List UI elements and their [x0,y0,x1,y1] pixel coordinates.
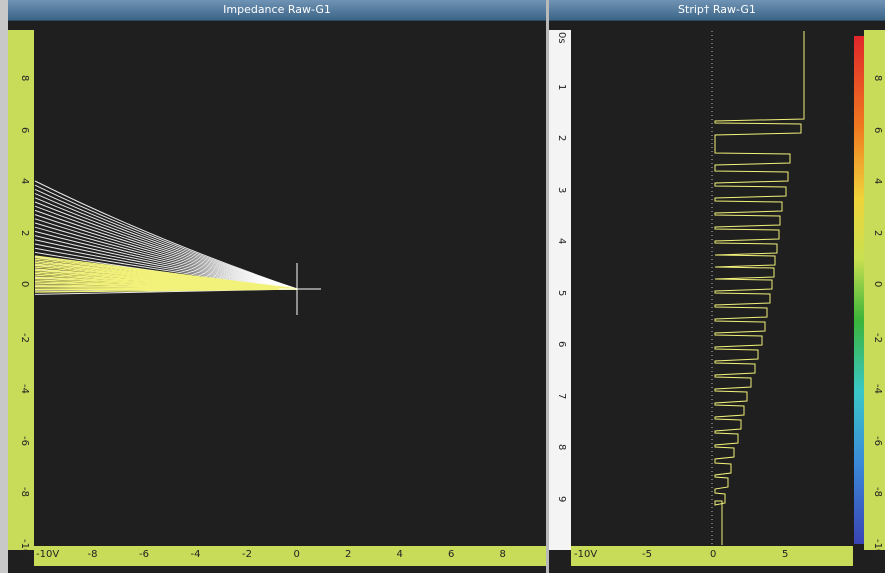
impedance-x-tick-label: -8 [87,549,98,560]
strip-time-tick-label: 8 [556,444,567,451]
impedance-y-tick-label: -4 [19,384,30,394]
impedance-x-tick-label: 6 [448,549,455,560]
impedance-x-tick-label: -2 [242,549,252,560]
strip-time-ruler [549,30,571,550]
impedance-y-tick-label: -2 [19,332,30,343]
impedance-y-tick-label: -6 [19,435,30,446]
color-scale-tick-label: 2 [872,229,883,236]
impedance-y-ruler [8,30,34,550]
impedance-x-ruler [34,546,546,566]
impedance-x-tick-label: -6 [139,549,149,560]
color-scale-tick-label: 6 [872,126,883,133]
strip-trace [714,31,805,545]
strip-x-tick-label: -5 [642,549,652,560]
strip-title: Strip† Raw-G1 [549,0,885,21]
strip-time-tick-label: 6 [556,341,567,348]
color-scale-tick-label: 4 [872,178,883,185]
strip-plot[interactable] [572,31,854,545]
impedance-y-tick-label: 8 [19,75,30,82]
impedance-x-tick-label: 4 [396,549,403,560]
color-scale-tick-label: -2 [872,332,883,343]
color-scale-tick-label: -8 [872,487,883,497]
strip-x-tick-label: 5 [782,549,789,560]
impedance-y-tick-label: 2 [19,229,30,236]
color-scale-tick-label: 8 [872,75,883,82]
strip-x-ruler [571,546,853,566]
impedance-y-tick-label: 0 [19,281,30,288]
impedance-title: Impedance Raw-G1 [8,0,546,21]
strip-time-tick-label: 1 [556,83,567,90]
strip-time-tick-label: 3 [556,186,567,193]
strip-x-tick-label: -10V [574,549,598,560]
impedance-y-tick-label: -10V [19,538,30,562]
strip-x-tick-label: 0 [710,549,717,560]
impedance-x-tick-label: 8 [499,549,506,560]
color-scale-ruler [864,30,885,550]
pane-divider[interactable] [546,0,549,573]
impedance-plot[interactable] [34,31,545,545]
impedance-x-tick-label: -4 [190,549,201,560]
strip-time-tick-label: 2 [556,135,567,142]
strip-time-tick-label: 9 [556,495,567,502]
color-scale-tick-label: 0 [872,281,883,288]
color-scale-tick-label: -6 [872,435,883,446]
strip-pane[interactable]: Strip† Raw-G1 0s 1 2 3 4 5 6 7 8 9 -10V -5 0 5 8 6 4 2 0… [549,0,885,573]
strip-time-tick-label: 0s [556,32,567,44]
impedance-x-tick-label: 2 [345,549,352,560]
impedance-y-tick-label: -8 [19,487,30,497]
impedance-pane[interactable]: Impedance Raw-G1 8 6 4 2 0 -2 -4 -6 -8 -10V -10V -… [8,0,546,573]
impedance-y-tick-label: 4 [19,178,30,185]
impedance-baseline [34,288,298,293]
color-scale-tick-label: -4 [872,384,883,394]
strip-time-tick-label: 5 [556,289,567,296]
color-scale-tick-label: -10V [872,538,883,562]
strip-time-tick-label: 4 [556,238,567,245]
strip-time-tick-label: 7 [556,392,567,399]
impedance-x-tick-label: -10V [36,549,60,560]
impedance-x-tick-label: 0 [293,549,300,560]
impedance-y-tick-label: 6 [19,126,30,133]
color-scale-bar [854,36,864,544]
